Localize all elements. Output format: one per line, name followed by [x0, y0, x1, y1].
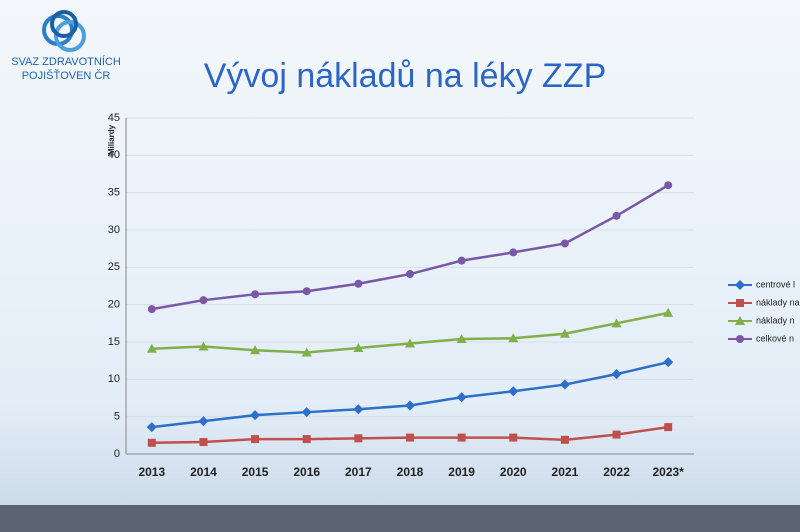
legend-marker [735, 316, 745, 325]
logo-text: POJIŠŤOVEN ČR [22, 69, 111, 82]
screen-edge [0, 505, 800, 532]
data-point [301, 407, 312, 418]
legend-marker [736, 335, 744, 343]
data-point [406, 433, 414, 442]
data-point [353, 342, 364, 352]
data-point [405, 400, 415, 411]
data-point [250, 410, 261, 421]
chart-title: Vývoj nákladů na léky ZZP [204, 57, 607, 95]
data-point [611, 318, 622, 328]
x-tick-label: 2013 [138, 465, 165, 479]
data-point [560, 435, 569, 444]
data-point [456, 392, 467, 403]
x-tick-label: 2019 [448, 465, 475, 479]
legend-label: náklady na [756, 297, 800, 307]
data-point [147, 438, 156, 447]
data-point [146, 422, 157, 433]
data-point [559, 379, 570, 390]
data-point [560, 239, 569, 248]
data-point [509, 433, 518, 442]
logo-text: SVAZ ZDRAVOTNÍCH [11, 55, 121, 68]
data-point [457, 433, 466, 442]
data-point [302, 435, 311, 444]
data-point [199, 296, 208, 305]
data-point [353, 404, 364, 415]
x-tick-label: 2023* [652, 465, 684, 479]
legend-marker [735, 280, 745, 290]
data-point [147, 305, 156, 314]
y-tick-label: 5 [114, 411, 120, 423]
x-tick-label: 2015 [242, 465, 269, 479]
data-point [302, 287, 311, 296]
data-point [198, 341, 209, 351]
data-point [663, 307, 674, 317]
data-point [509, 248, 518, 257]
y-tick-label: 15 [108, 336, 120, 348]
data-point [611, 369, 622, 380]
legend-marker [736, 299, 744, 307]
x-tick-label: 2016 [293, 465, 320, 479]
data-point [354, 434, 363, 443]
data-point [664, 423, 673, 432]
data-point [456, 334, 467, 344]
data-point [663, 357, 674, 368]
x-tick-label: 2018 [397, 465, 424, 479]
logo-icon [42, 10, 86, 52]
data-point [198, 416, 209, 427]
data-point [406, 270, 414, 279]
y-tick-label: 45 [108, 112, 120, 124]
data-point [354, 279, 363, 288]
data-point [612, 430, 621, 439]
y-tick-label: 10 [108, 373, 120, 385]
x-tick-label: 2020 [500, 465, 527, 479]
data-point [508, 333, 519, 343]
data-point [146, 343, 157, 353]
y-axis-label: Miliardy [107, 124, 116, 155]
y-tick-label: 20 [108, 299, 120, 311]
x-tick-label: 2021 [552, 465, 579, 479]
legend-label: náklady n [756, 315, 795, 325]
y-tick-label: 30 [108, 224, 120, 236]
y-tick-label: 25 [108, 261, 120, 273]
legend-label: celkové n [756, 333, 794, 343]
data-point [301, 347, 312, 357]
legend-label: centrové l [756, 279, 795, 289]
data-point [199, 438, 208, 447]
data-point [251, 435, 260, 444]
data-point [508, 386, 519, 397]
x-tick-label: 2017 [345, 465, 372, 479]
data-point [251, 290, 260, 299]
data-point [559, 328, 570, 338]
x-tick-label: 2022 [603, 465, 630, 479]
x-tick-label: 2014 [190, 465, 217, 479]
y-tick-label: 35 [108, 187, 120, 199]
data-point [457, 256, 466, 265]
data-point [405, 338, 415, 348]
y-tick-label: 40 [108, 149, 120, 161]
data-point [250, 345, 261, 355]
data-point [612, 211, 621, 220]
data-point [664, 181, 673, 190]
y-tick-label: 0 [114, 448, 120, 460]
